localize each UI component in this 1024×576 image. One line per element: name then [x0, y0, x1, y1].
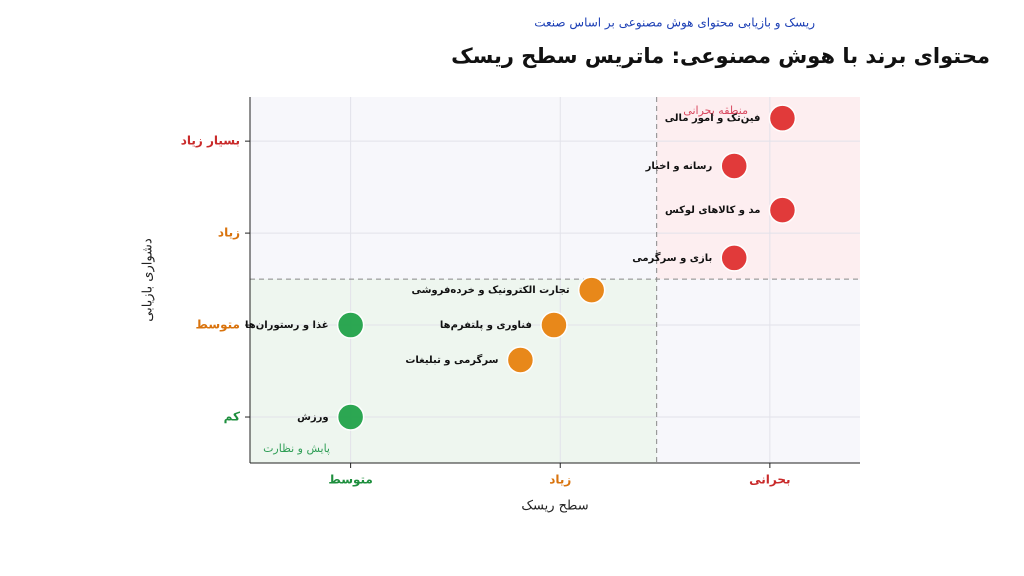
y-tick-label: کم: [224, 410, 240, 424]
critical-zone: [656, 97, 860, 280]
monitor-zone: [250, 279, 657, 463]
point: [540, 311, 568, 339]
point: [720, 244, 748, 272]
point: [506, 346, 535, 374]
point-label: بازی و سرگرمی: [632, 251, 712, 264]
chart-subtitle: ریسک و بازیابی محتوای هوش مصنوعی بر اساس…: [534, 16, 815, 31]
point: [336, 311, 365, 339]
x-tick-label: متوسط: [328, 473, 373, 488]
point: [336, 403, 365, 431]
point-label: رسانه و اخبار: [645, 161, 713, 172]
zone-label: پایش و نظارت: [263, 442, 330, 455]
x-axis-title: سطح ریسک: [521, 499, 588, 514]
point-label: غذا و رستوران‌ها: [245, 320, 329, 331]
y-tick-label: بسیار زیاد: [181, 134, 240, 148]
zone-label: منطقه بحرانی: [683, 104, 748, 117]
point: [577, 276, 606, 304]
point: [768, 104, 797, 132]
point: [720, 152, 748, 180]
point-label: مد و کالاهای لوکس: [665, 205, 760, 216]
point-label: فناوری و پلتفرم‌ها: [440, 320, 532, 331]
point-label: سرگرمی و تبلیغات: [405, 353, 498, 366]
x-tick-label: بحرانی: [749, 473, 790, 487]
point-label: فین‌تک و امور مالی: [665, 113, 761, 124]
point-label: تجارت الکترونیک و خرده‌فروشی: [411, 285, 569, 296]
chart-title: محتوای برند با هوش مصنوعی: ماتریس سطح ری…: [451, 44, 990, 68]
y-tick-label: زیاد: [218, 226, 240, 240]
point-label: ورزش: [297, 412, 329, 423]
y-axis-title: دشواری بازیابی: [141, 238, 156, 322]
y-tick-label: متوسط: [195, 318, 240, 333]
point: [768, 196, 797, 224]
x-tick-label: زیاد: [549, 473, 571, 487]
